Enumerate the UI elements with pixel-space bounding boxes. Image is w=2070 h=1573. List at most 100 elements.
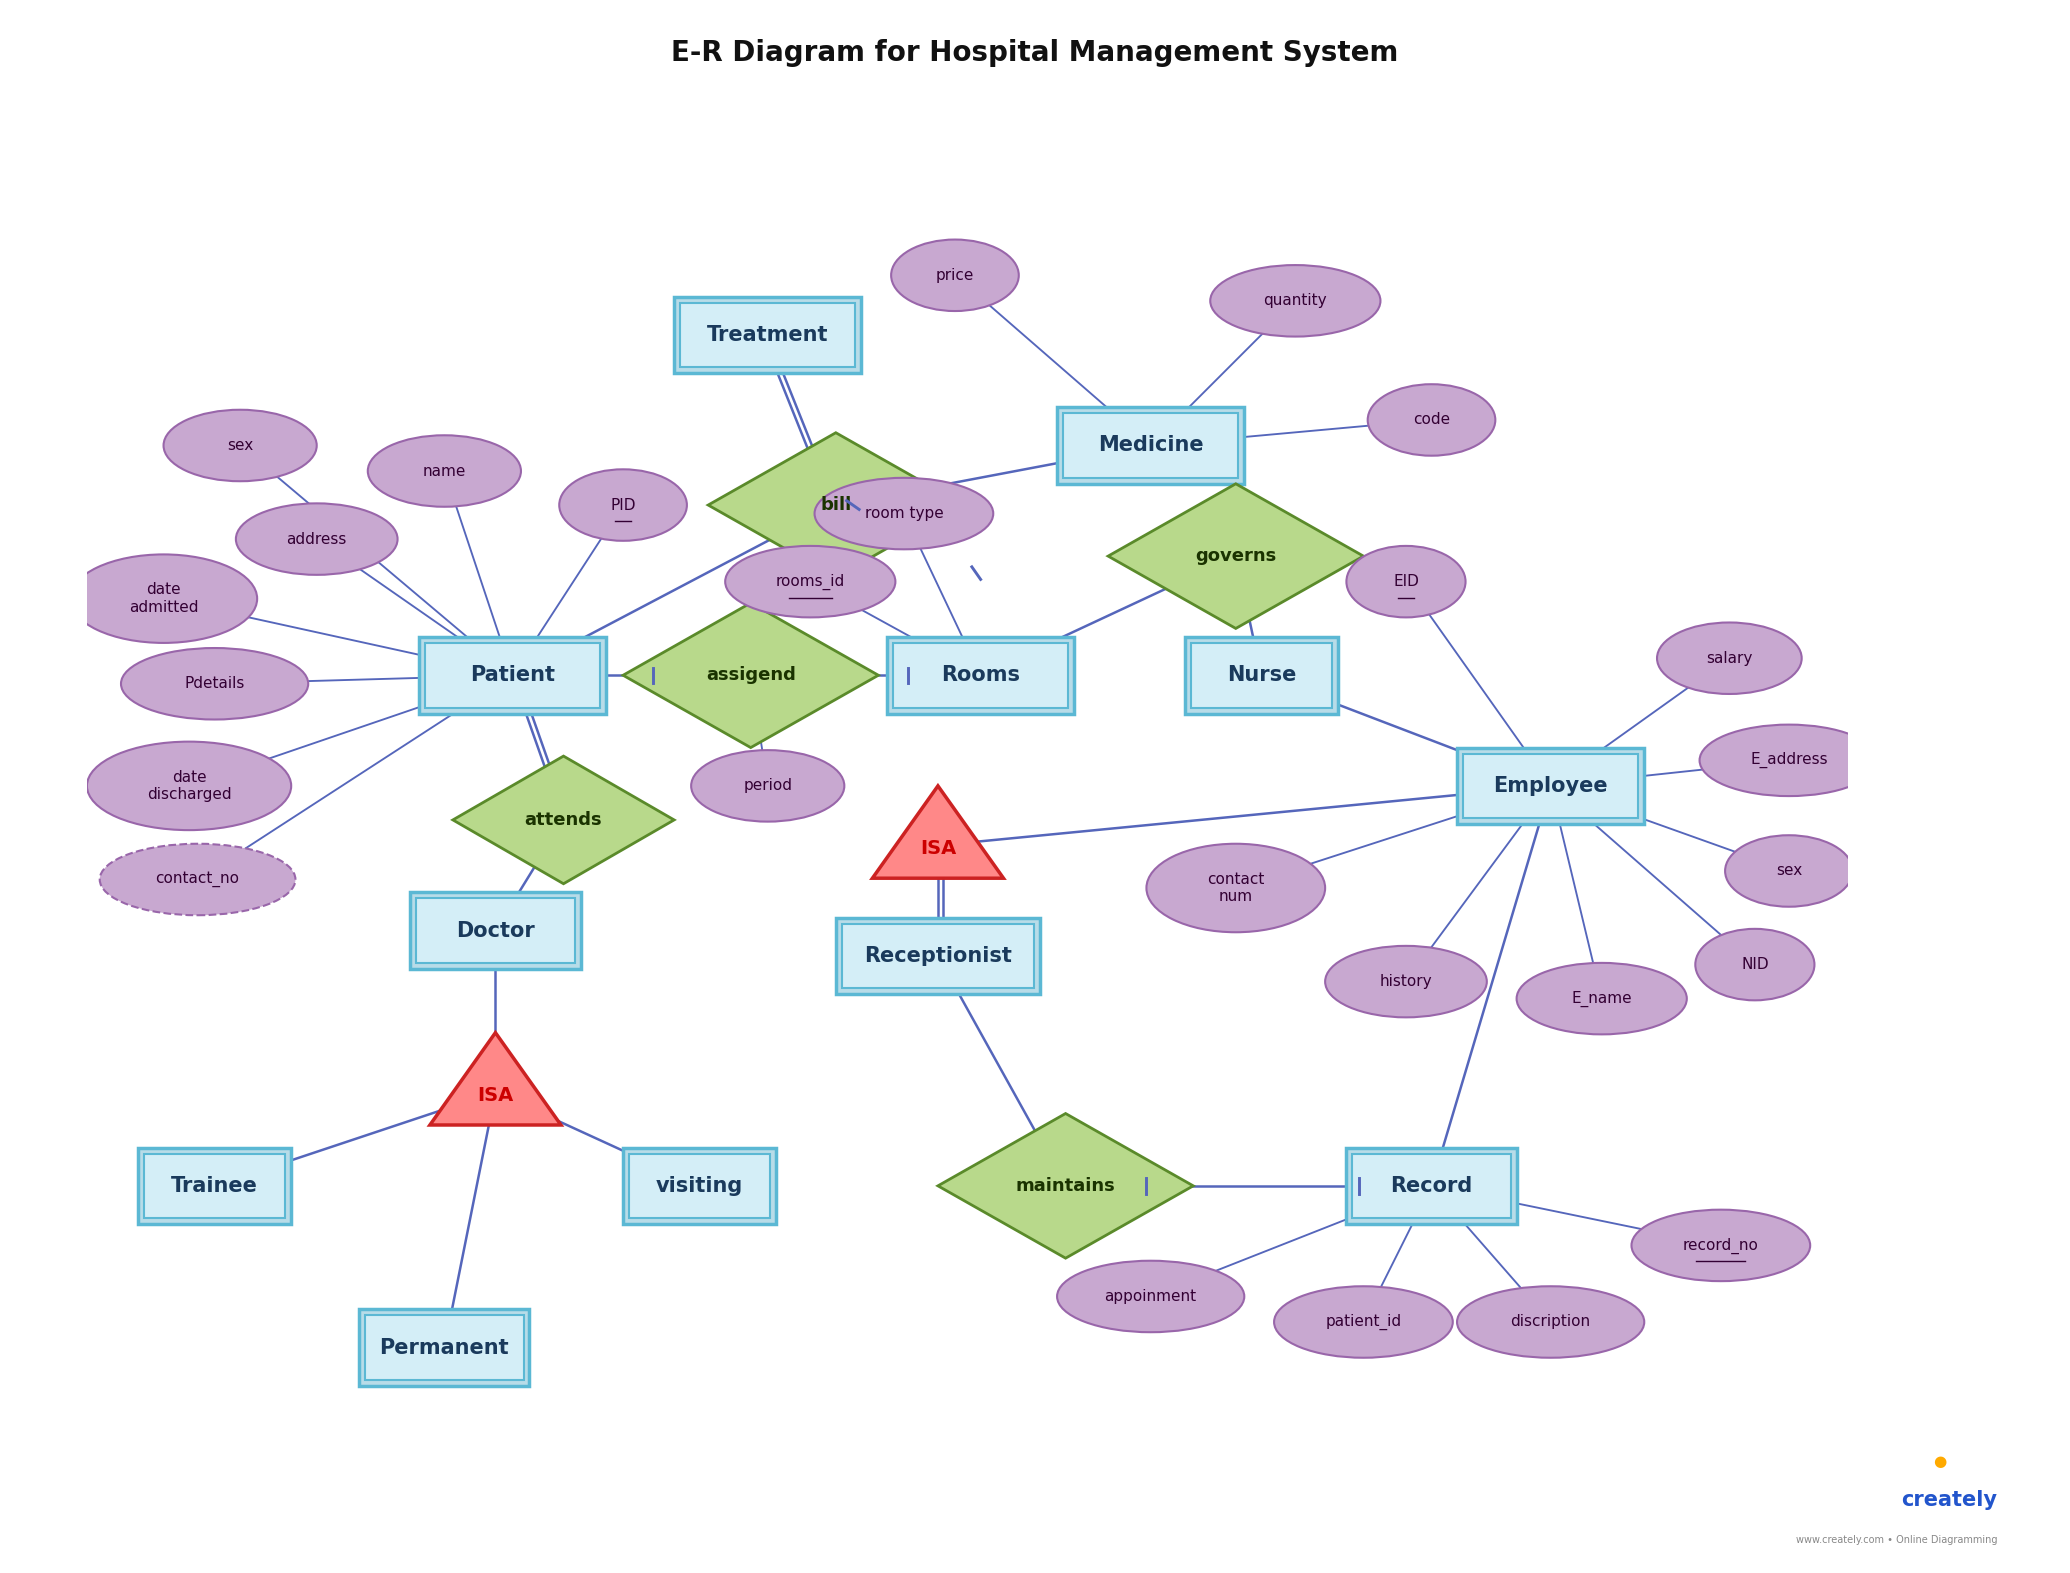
Text: maintains: maintains — [1016, 1177, 1116, 1195]
FancyBboxPatch shape — [1463, 753, 1637, 818]
FancyBboxPatch shape — [675, 297, 861, 373]
FancyBboxPatch shape — [418, 637, 607, 714]
FancyBboxPatch shape — [892, 643, 1068, 708]
Text: Patient: Patient — [470, 665, 555, 686]
Ellipse shape — [1699, 725, 1877, 796]
Text: Permanent: Permanent — [379, 1337, 509, 1357]
Text: E-R Diagram for Hospital Management System: E-R Diagram for Hospital Management Syst… — [671, 39, 1399, 68]
Text: ●: ● — [1933, 1453, 1946, 1469]
Text: discription: discription — [1511, 1315, 1590, 1329]
Ellipse shape — [1211, 266, 1381, 337]
Ellipse shape — [1273, 1287, 1453, 1357]
FancyBboxPatch shape — [364, 1315, 524, 1380]
Text: patient_id: patient_id — [1325, 1313, 1401, 1331]
Ellipse shape — [691, 750, 845, 821]
Ellipse shape — [724, 546, 896, 617]
Text: address: address — [286, 532, 348, 546]
Ellipse shape — [1517, 963, 1687, 1035]
FancyBboxPatch shape — [886, 637, 1074, 714]
Ellipse shape — [87, 741, 292, 831]
FancyBboxPatch shape — [842, 923, 1035, 988]
Ellipse shape — [559, 469, 687, 541]
Text: period: period — [743, 779, 793, 793]
Ellipse shape — [368, 436, 522, 507]
Text: salary: salary — [1706, 651, 1753, 665]
Polygon shape — [431, 1032, 561, 1125]
Text: Receptionist: Receptionist — [863, 945, 1012, 966]
FancyBboxPatch shape — [1184, 637, 1337, 714]
Ellipse shape — [1346, 546, 1466, 617]
Text: sex: sex — [228, 437, 253, 453]
Ellipse shape — [1631, 1210, 1809, 1280]
Text: rooms_id: rooms_id — [776, 574, 845, 590]
Text: www.creately.com • Online Diagramming: www.creately.com • Online Diagramming — [1797, 1535, 1998, 1545]
Polygon shape — [1107, 484, 1364, 629]
Polygon shape — [708, 433, 963, 577]
FancyBboxPatch shape — [1058, 407, 1244, 484]
Text: E_name: E_name — [1571, 991, 1631, 1007]
Text: E_address: E_address — [1749, 752, 1828, 769]
Text: Record: Record — [1391, 1177, 1472, 1195]
FancyBboxPatch shape — [139, 1148, 292, 1224]
Text: Employee: Employee — [1492, 775, 1608, 796]
Text: visiting: visiting — [656, 1177, 743, 1195]
FancyBboxPatch shape — [629, 1153, 770, 1218]
Text: record_no: record_no — [1683, 1238, 1760, 1254]
Text: Pdetails: Pdetails — [184, 676, 244, 691]
FancyBboxPatch shape — [1457, 747, 1644, 824]
FancyBboxPatch shape — [1352, 1153, 1511, 1218]
Ellipse shape — [1368, 384, 1495, 456]
Ellipse shape — [1325, 945, 1486, 1018]
Text: room type: room type — [865, 507, 944, 521]
Text: history: history — [1381, 974, 1432, 989]
Text: code: code — [1414, 412, 1451, 428]
Text: bill: bill — [820, 495, 851, 514]
FancyBboxPatch shape — [360, 1309, 530, 1386]
Text: contact_no: contact_no — [155, 871, 240, 887]
Ellipse shape — [1656, 623, 1801, 694]
Text: contact
num: contact num — [1207, 871, 1265, 904]
Text: quantity: quantity — [1263, 293, 1327, 308]
Polygon shape — [938, 1114, 1192, 1258]
Ellipse shape — [1695, 928, 1815, 1000]
Ellipse shape — [1058, 1260, 1244, 1332]
Text: name: name — [422, 464, 466, 478]
Text: Medicine: Medicine — [1097, 436, 1203, 456]
FancyBboxPatch shape — [623, 1148, 776, 1224]
Text: Nurse: Nurse — [1228, 665, 1296, 686]
FancyBboxPatch shape — [1064, 414, 1238, 478]
Text: appoinment: appoinment — [1105, 1288, 1196, 1304]
FancyBboxPatch shape — [416, 898, 575, 963]
Text: creately: creately — [1902, 1490, 1998, 1510]
Ellipse shape — [892, 239, 1018, 311]
Ellipse shape — [99, 843, 296, 915]
Ellipse shape — [1457, 1287, 1644, 1357]
FancyBboxPatch shape — [836, 917, 1039, 994]
Ellipse shape — [1724, 835, 1853, 906]
FancyBboxPatch shape — [145, 1153, 286, 1218]
Ellipse shape — [164, 409, 317, 481]
Ellipse shape — [120, 648, 308, 719]
Polygon shape — [871, 786, 1004, 878]
Text: price: price — [936, 267, 975, 283]
Text: ISA: ISA — [919, 838, 956, 857]
Text: ISA: ISA — [478, 1085, 513, 1104]
FancyBboxPatch shape — [681, 302, 855, 367]
Polygon shape — [453, 757, 675, 884]
Text: assigend: assigend — [706, 667, 795, 684]
FancyBboxPatch shape — [1346, 1148, 1517, 1224]
Text: date
discharged: date discharged — [147, 769, 232, 802]
FancyBboxPatch shape — [424, 643, 600, 708]
Text: EID: EID — [1393, 574, 1418, 590]
Ellipse shape — [70, 554, 257, 643]
Text: NID: NID — [1741, 956, 1768, 972]
Ellipse shape — [236, 503, 397, 574]
Text: date
admitted: date admitted — [128, 582, 199, 615]
Ellipse shape — [1147, 843, 1325, 933]
Text: Rooms: Rooms — [942, 665, 1021, 686]
Ellipse shape — [816, 478, 994, 549]
Text: Trainee: Trainee — [172, 1177, 259, 1195]
Text: Treatment: Treatment — [708, 326, 828, 344]
Text: sex: sex — [1776, 864, 1803, 878]
Text: governs: governs — [1194, 547, 1277, 565]
